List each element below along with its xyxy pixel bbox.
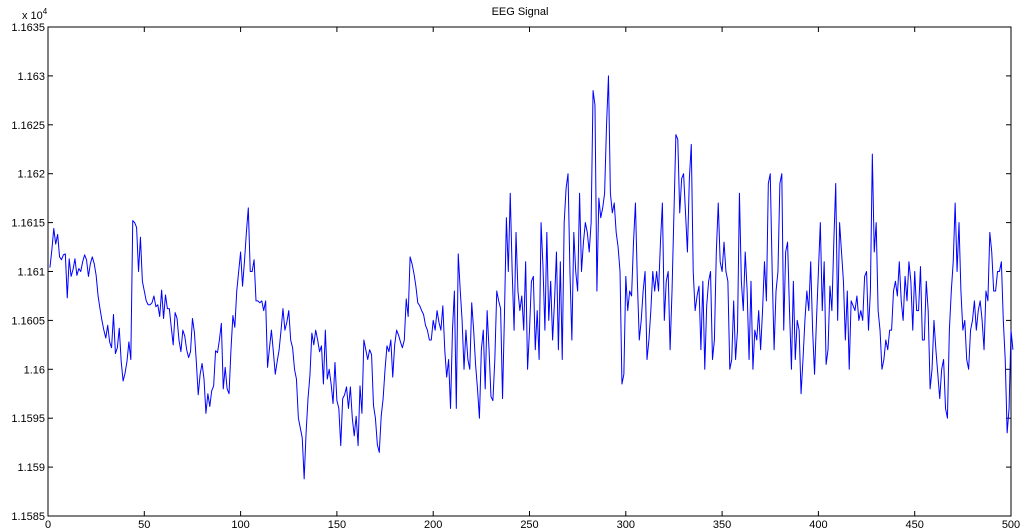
svg-text:x 104: x 104 xyxy=(22,7,48,22)
y-axis-exponent-label: x 104 xyxy=(22,7,48,22)
x-tick-label: 500 xyxy=(1002,519,1020,530)
y-tick-label: 1.1635 xyxy=(11,22,45,34)
y-tick-label: 1.1615 xyxy=(11,218,45,230)
x-tick-label: 300 xyxy=(617,519,635,530)
x-tick-label: 200 xyxy=(424,519,442,530)
x-tick-label: 250 xyxy=(520,519,538,530)
eeg-signal-line xyxy=(49,75,1014,480)
x-tick-label: 450 xyxy=(906,519,924,530)
x-tick-label: 350 xyxy=(713,519,731,530)
y-axis-exponent-base: x 10 xyxy=(22,10,43,22)
y-tick-label: 1.162 xyxy=(17,169,45,181)
x-tick-label: 400 xyxy=(809,519,827,530)
y-tick-label: 1.163 xyxy=(17,71,45,83)
x-tick-label: 150 xyxy=(328,519,346,530)
y-tick-label: 1.161 xyxy=(17,267,45,279)
y-tick-label: 1.1605 xyxy=(11,315,45,327)
y-tick-label: 1.1585 xyxy=(11,511,45,523)
y-tick-label: 1.16 xyxy=(24,364,45,376)
plot-area: 0 50 100 150 200 250 300 350 400 450 500 1.1585 1.15… xyxy=(11,22,1020,530)
y-axis-exponent-power: 4 xyxy=(43,7,48,16)
y-tick-label: 1.1625 xyxy=(11,120,45,132)
chart-title: EEG Signal xyxy=(492,6,549,18)
x-tick-label: 100 xyxy=(231,519,249,530)
y-tick-label: 1.159 xyxy=(17,462,45,474)
x-tick-label: 50 xyxy=(138,519,150,530)
x-tick-label: 0 xyxy=(45,519,51,530)
y-tick-label: 1.1595 xyxy=(11,413,45,425)
